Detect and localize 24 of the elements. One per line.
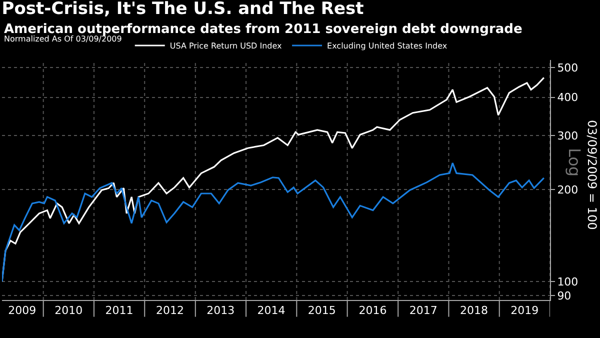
y-tick-label: 100	[557, 275, 578, 288]
x-tick-label: 2014	[257, 304, 286, 318]
y-axis-title: 03/09/2009 = 100	[585, 120, 599, 230]
y-tick-label: 400	[557, 91, 578, 104]
y-tick-label: 500	[557, 62, 578, 75]
chart-title: Post-Crisis, It's The U.S. and The Rest	[2, 0, 364, 19]
legend-label: USA Price Return USD Index	[170, 42, 282, 51]
y-tick-label: 300	[557, 129, 578, 142]
x-tick-label: 2013	[206, 304, 235, 318]
y-tick-label: 200	[557, 183, 578, 196]
x-tick-label: 2011	[105, 304, 134, 318]
legend-label: Excluding United States Index	[327, 42, 448, 51]
x-tick-label: 2015	[308, 304, 336, 318]
x-tick-label: 2009	[8, 304, 36, 318]
x-tick-label: 2010	[54, 304, 83, 318]
x-tick-label: 2019	[510, 304, 539, 318]
legend-title: Normalized As Of 03/09/2009	[4, 34, 122, 44]
x-tick-label: 2016	[358, 304, 387, 318]
x-tick-label: 2012	[156, 304, 184, 318]
text: Log	[565, 148, 584, 177]
x-tick-label: 2017	[409, 304, 438, 318]
line-series	[2, 162, 545, 282]
x-tick-label: 2018	[460, 304, 488, 318]
y-tick-label: 90	[557, 289, 572, 302]
